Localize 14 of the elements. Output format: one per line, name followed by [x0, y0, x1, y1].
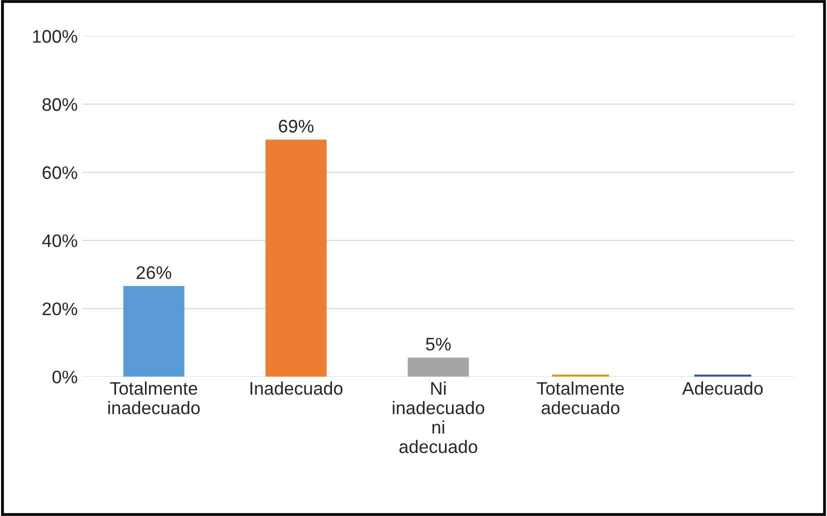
x-tick-label: Ni inadecuado ni adecuado — [392, 382, 484, 454]
y-tick-label: 40% — [42, 234, 78, 248]
y-tick-label: 60% — [42, 166, 78, 180]
x-tick-label: Totalmente adecuado — [536, 382, 624, 414]
y-tick-label: 100% — [33, 30, 78, 43]
y-tick-label: 20% — [42, 302, 78, 316]
x-tick-label: Totalmente inadecuado — [108, 382, 200, 414]
data-label: 26% — [136, 266, 172, 280]
data-label: 69% — [278, 120, 314, 133]
x-tick-label: Adecuado — [682, 382, 763, 395]
x-tick-label: Inadecuado — [250, 382, 342, 395]
data-label: 5% — [426, 338, 451, 351]
y-tick-label: 80% — [42, 98, 78, 111]
y-tick-label: 0% — [52, 370, 78, 384]
